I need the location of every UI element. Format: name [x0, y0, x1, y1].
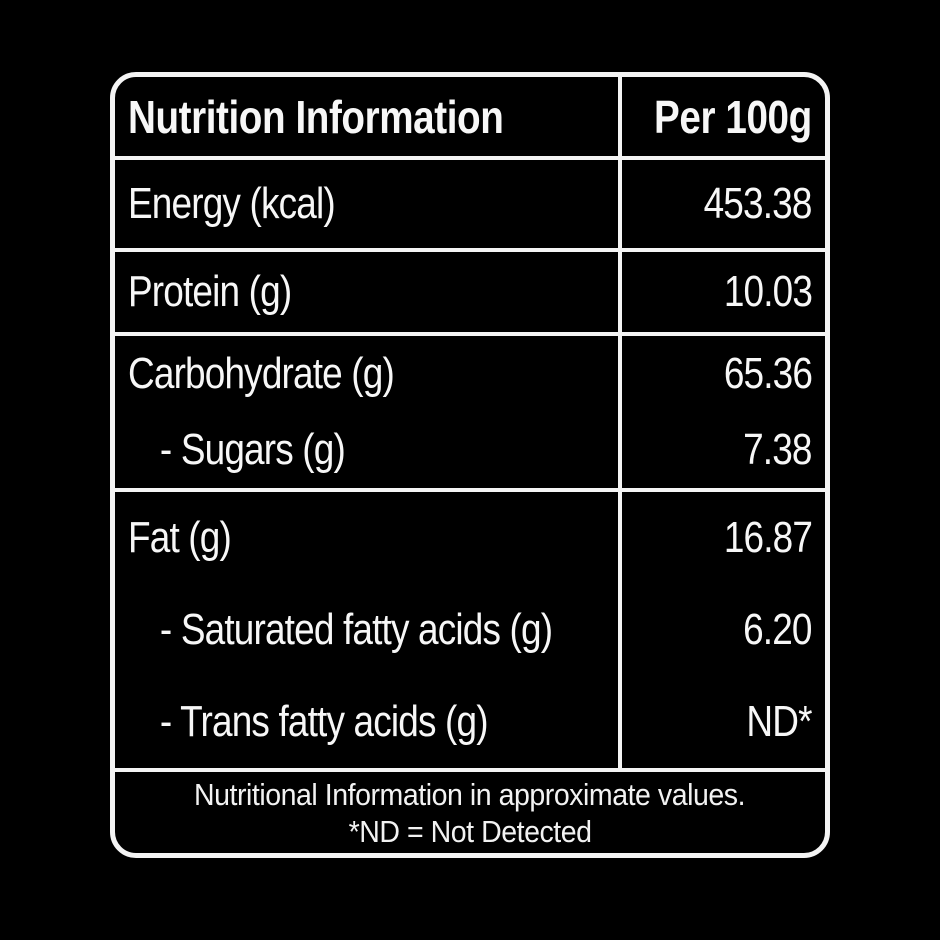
section-energy: Energy (kcal) 453.38 [115, 160, 825, 252]
energy-label-cell: Energy (kcal) [115, 160, 618, 248]
table-row: - Sugars (g) 7.38 [115, 412, 825, 488]
sugars-value-cell: 7.38 [618, 412, 825, 488]
trans-fat-value-cell: ND* [618, 676, 825, 768]
fat-value: 16.87 [723, 513, 813, 562]
energy-label: Energy (kcal) [128, 179, 336, 228]
header-title-cell: Nutrition Information [115, 77, 618, 156]
trans-fat-label-cell: - Trans fatty acids (g) [115, 676, 618, 768]
table-row: - Saturated fatty acids (g) 6.20 [115, 584, 825, 676]
saturated-fat-label-cell: - Saturated fatty acids (g) [115, 584, 618, 676]
sugars-label-cell: - Sugars (g) [115, 412, 618, 488]
carbohydrate-label: Carbohydrate (g) [128, 349, 395, 398]
table-header-row: Nutrition Information Per 100g [115, 77, 825, 160]
energy-value: 453.38 [703, 179, 813, 228]
energy-value-cell: 453.38 [618, 160, 825, 248]
protein-value: 10.03 [723, 267, 813, 316]
section-fat: Fat (g) 16.87 - Saturated fatty acids (g… [115, 492, 825, 772]
footer-nd-legend: *ND = Not Detected [348, 813, 592, 849]
header-unit-cell: Per 100g [618, 77, 825, 156]
sugars-value: 7.38 [743, 425, 812, 474]
carbohydrate-value: 65.36 [723, 349, 813, 398]
footer-note: Nutritional Information in approximate v… [115, 772, 825, 853]
carbohydrate-value-cell: 65.36 [618, 336, 825, 412]
table-row: Energy (kcal) 453.38 [115, 160, 825, 248]
header-per-100g: Per 100g [654, 90, 812, 143]
carbohydrate-label-cell: Carbohydrate (g) [115, 336, 618, 412]
fat-label-cell: Fat (g) [115, 492, 618, 584]
saturated-fat-label: - Saturated fatty acids (g) [159, 605, 553, 654]
protein-label-cell: Protein (g) [115, 252, 618, 332]
section-carbohydrate: Carbohydrate (g) 65.36 - Sugars (g) 7.38 [115, 336, 825, 492]
table-row: - Trans fatty acids (g) ND* [115, 676, 825, 768]
fat-value-cell: 16.87 [618, 492, 825, 584]
protein-label: Protein (g) [128, 267, 292, 316]
table-row: Protein (g) 10.03 [115, 252, 825, 332]
trans-fat-value: ND* [746, 697, 813, 746]
table-row: Carbohydrate (g) 65.36 [115, 336, 825, 412]
header-title: Nutrition Information [128, 90, 504, 143]
nutrition-facts-table: Nutrition Information Per 100g Energy (k… [110, 72, 830, 858]
trans-fat-label: - Trans fatty acids (g) [159, 697, 489, 746]
section-protein: Protein (g) 10.03 [115, 252, 825, 336]
table-row: Fat (g) 16.87 [115, 492, 825, 584]
saturated-fat-value: 6.20 [743, 605, 812, 654]
fat-label: Fat (g) [128, 513, 232, 562]
saturated-fat-value-cell: 6.20 [618, 584, 825, 676]
sugars-label: - Sugars (g) [159, 425, 346, 474]
protein-value-cell: 10.03 [618, 252, 825, 332]
header-row: Nutrition Information Per 100g [115, 77, 825, 156]
footer-approximate-note: Nutritional Information in approximate v… [194, 776, 746, 812]
